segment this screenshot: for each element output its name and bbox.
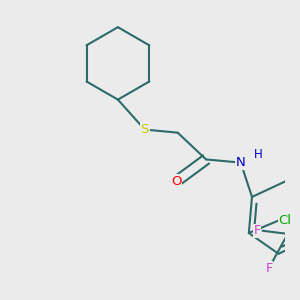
Text: O: O xyxy=(171,175,181,188)
Text: Cl: Cl xyxy=(279,214,292,227)
Text: F: F xyxy=(265,262,272,275)
Text: S: S xyxy=(140,123,149,136)
Text: F: F xyxy=(253,224,260,237)
Text: H: H xyxy=(254,148,262,161)
Text: N: N xyxy=(236,156,246,169)
